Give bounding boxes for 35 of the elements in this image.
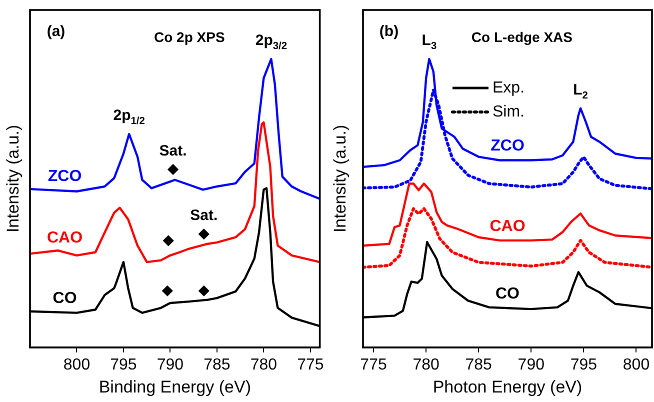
- x-axis-title: Binding Energy (eV): [98, 377, 251, 396]
- annotation: Sat.: [159, 142, 187, 160]
- y-axis-title: Intensity (a.u.): [4, 124, 23, 233]
- chart-title: Co 2p XPS: [154, 28, 225, 45]
- series-label: ZCO: [490, 138, 524, 155]
- point: [198, 286, 209, 296]
- text: (a): [46, 23, 66, 40]
- legend-label: Sim.: [492, 103, 524, 120]
- series-label: CAO: [490, 218, 526, 235]
- x-tick-label: 775: [297, 356, 324, 374]
- chart-title: Co L-edge XAS: [471, 28, 573, 45]
- series-label: CAO: [47, 230, 83, 247]
- x-tick-label: 800: [63, 356, 90, 374]
- series-label: ZCO: [48, 168, 82, 186]
- y-axis-title: Intensity (a.u.): [330, 124, 350, 233]
- x-tick-label: 780: [412, 356, 440, 374]
- point: [162, 286, 173, 296]
- x-tick-label: 790: [518, 356, 545, 374]
- x-axis-title: Photon Energy (eV): [432, 377, 582, 396]
- x-tick-label: 785: [204, 356, 230, 374]
- annotation: Sat.: [190, 207, 218, 224]
- x-tick-label: 795: [110, 356, 137, 374]
- series-label: CO: [52, 290, 77, 307]
- point: [163, 236, 174, 246]
- x-tick-label: 785: [465, 356, 492, 374]
- series-label: CO: [496, 285, 520, 302]
- x-tick-label: 780: [250, 356, 278, 374]
- legend-label: Exp.: [492, 79, 525, 96]
- x-tick-label: 795: [570, 356, 598, 374]
- x-tick-label: 800: [622, 356, 650, 374]
- point: [168, 164, 178, 175]
- point: [198, 228, 209, 240]
- x-tick-label: 775: [360, 356, 387, 374]
- text: (b): [379, 23, 399, 40]
- x-tick-label: 790: [156, 356, 184, 374]
